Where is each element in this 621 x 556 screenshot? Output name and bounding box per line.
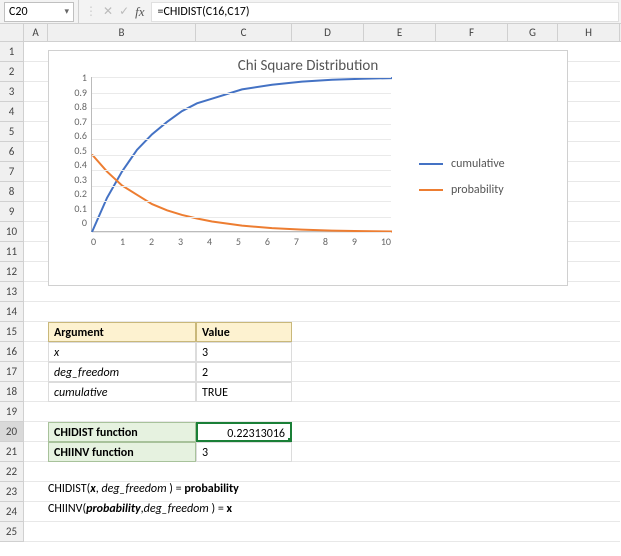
col-header[interactable]: A	[24, 24, 48, 42]
col-header[interactable]: C	[196, 24, 292, 42]
col-header[interactable]: D	[292, 24, 364, 42]
row-header[interactable]: 8	[0, 182, 23, 202]
formula-note: CHIINV(probability,deg_freedom ) = x	[48, 502, 232, 516]
legend-label: probability	[451, 183, 504, 197]
row-header[interactable]: 21	[0, 442, 23, 462]
chart-plot-area: 10.90.80.70.60.50.40.30.20.10 0123456789…	[59, 77, 409, 257]
formula-input[interactable]: =CHIDIST(C16,C17)	[151, 2, 619, 22]
divider-icon: ⋮	[85, 4, 97, 19]
table-cell[interactable]: deg_freedom	[48, 362, 196, 382]
legend-label: cumulative	[451, 157, 505, 171]
legend-item: cumulative	[419, 157, 559, 171]
table-header: Value	[196, 322, 292, 342]
column-headers: A B C D E F G H	[0, 24, 621, 42]
formula-controls: ⋮ ✕ ✓ fx	[78, 0, 151, 23]
row-header[interactable]: 24	[0, 502, 23, 522]
chart-title: Chi Square Distribution	[49, 51, 567, 77]
legend-swatch-icon	[419, 163, 443, 165]
col-header[interactable]: F	[436, 24, 508, 42]
row-header[interactable]: 1	[0, 42, 23, 62]
row-header[interactable]: 2	[0, 62, 23, 82]
col-header[interactable]: H	[558, 24, 620, 42]
row-headers: 1234567891011121314151617181920212223242…	[0, 42, 24, 542]
table-cell[interactable]: x	[48, 342, 196, 362]
row-header[interactable]: 10	[0, 222, 23, 242]
chart-plot	[91, 77, 391, 232]
table-cell[interactable]: CHIINV function	[48, 442, 196, 462]
row-header[interactable]: 20	[0, 422, 23, 442]
y-axis-labels: 10.90.80.70.60.50.40.30.20.10	[59, 77, 87, 232]
row-header[interactable]: 23	[0, 482, 23, 502]
active-cell[interactable]: 0.22313016	[196, 422, 292, 442]
row-header[interactable]: 11	[0, 242, 23, 262]
name-box[interactable]: C20 ▾	[4, 2, 74, 22]
row-header[interactable]: 6	[0, 142, 23, 162]
row-header[interactable]: 22	[0, 462, 23, 482]
formula-note: CHIDIST(x, deg_freedom ) = probability	[48, 482, 239, 496]
legend-item: probability	[419, 183, 559, 197]
formula-bar: C20 ▾ ⋮ ✕ ✓ fx =CHIDIST(C16,C17)	[0, 0, 621, 24]
legend-swatch-icon	[419, 189, 443, 191]
table-cell[interactable]: CHIDIST function	[48, 422, 196, 442]
accept-icon[interactable]: ✓	[119, 4, 129, 19]
table-cell[interactable]: 3	[196, 342, 292, 362]
function-results-table: CHIDIST function 0.22313016 CHIINV funct…	[48, 422, 292, 462]
arguments-table: Argument Value x 3 deg_freedom 2 cumulat…	[48, 322, 292, 402]
cancel-icon[interactable]: ✕	[103, 4, 113, 19]
col-header[interactable]: E	[364, 24, 436, 42]
table-cell[interactable]: 3	[196, 442, 292, 462]
row-header[interactable]: 14	[0, 302, 23, 322]
row-header[interactable]: 7	[0, 162, 23, 182]
table-cell[interactable]: TRUE	[196, 382, 292, 402]
table-cell[interactable]: 2	[196, 362, 292, 382]
cell-reference: C20	[9, 5, 28, 19]
row-header[interactable]: 3	[0, 82, 23, 102]
row-header[interactable]: 19	[0, 402, 23, 422]
formula-text: =CHIDIST(C16,C17)	[158, 5, 250, 19]
chevron-down-icon[interactable]: ▾	[64, 6, 69, 17]
x-axis-labels: 012345678910	[91, 235, 391, 248]
row-header[interactable]: 9	[0, 202, 23, 222]
row-header[interactable]: 15	[0, 322, 23, 342]
row-header[interactable]: 18	[0, 382, 23, 402]
chart-legend: cumulative probability	[409, 77, 559, 277]
chi-square-chart[interactable]: Chi Square Distribution 10.90.80.70.60.5…	[48, 50, 568, 286]
row-header[interactable]: 5	[0, 122, 23, 142]
worksheet[interactable]: Chi Square Distribution 10.90.80.70.60.5…	[24, 42, 620, 542]
col-header[interactable]: B	[48, 24, 196, 42]
select-all-corner[interactable]	[0, 24, 24, 42]
row-header[interactable]: 4	[0, 102, 23, 122]
row-header[interactable]: 17	[0, 362, 23, 382]
row-header[interactable]: 25	[0, 522, 23, 542]
row-header[interactable]: 12	[0, 262, 23, 282]
row-header[interactable]: 16	[0, 342, 23, 362]
table-cell[interactable]: cumulative	[48, 382, 196, 402]
fx-icon[interactable]: fx	[135, 4, 144, 20]
row-header[interactable]: 13	[0, 282, 23, 302]
table-header: Argument	[48, 322, 196, 342]
col-header[interactable]: G	[508, 24, 558, 42]
